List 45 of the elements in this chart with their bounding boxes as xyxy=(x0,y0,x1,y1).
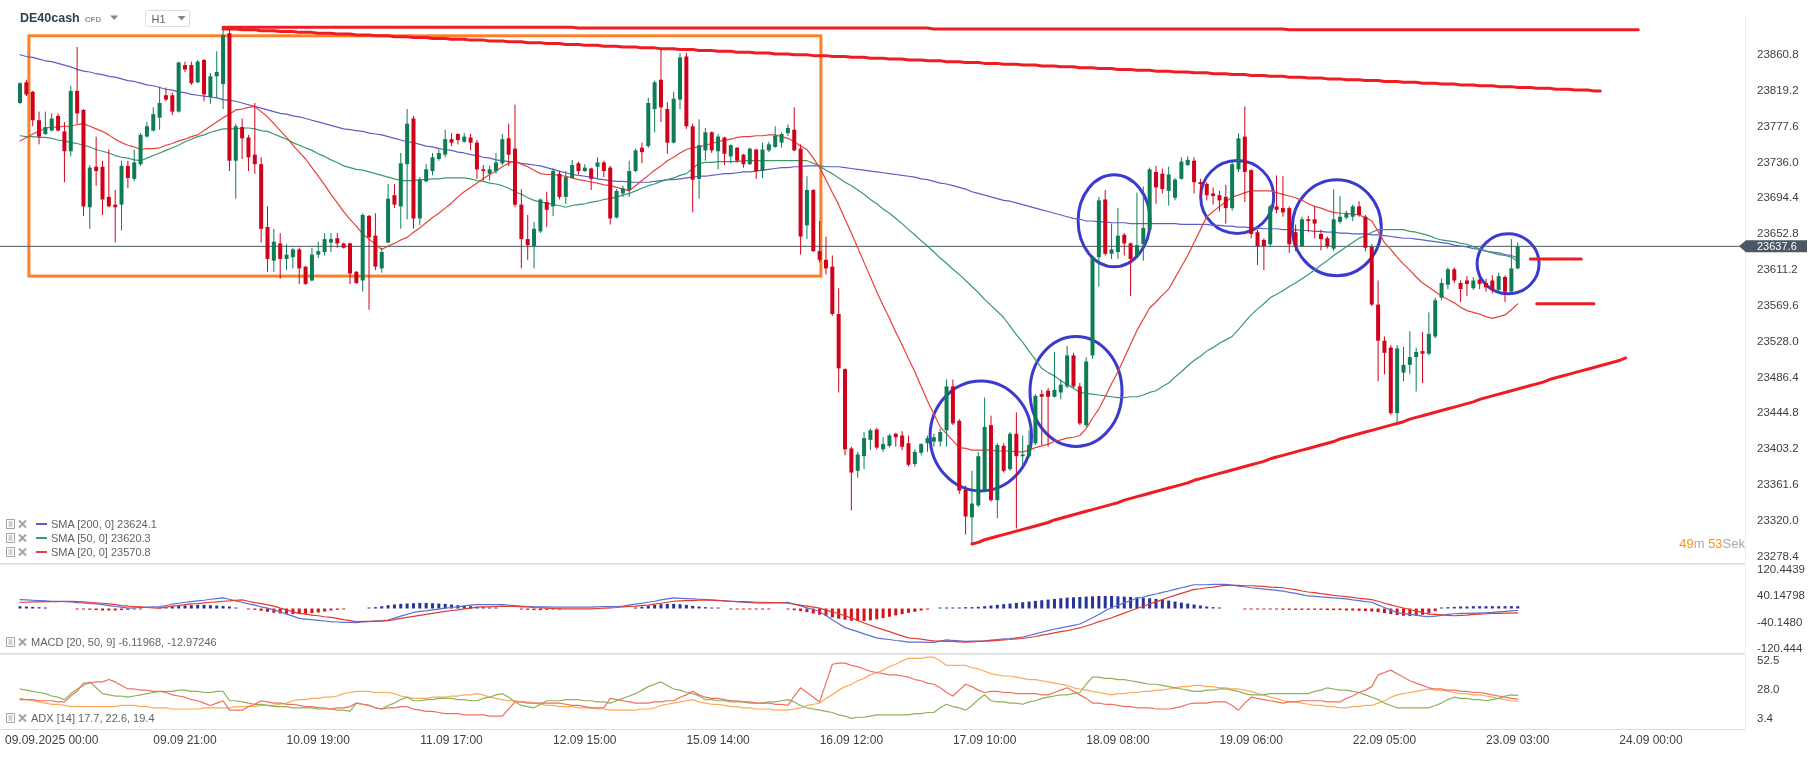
y-tick-label: 23528.0 xyxy=(1757,334,1799,347)
y-tick-label: 120.4439 xyxy=(1757,562,1805,575)
legend-label: SMA [200, 0] 23624.1 xyxy=(51,518,157,530)
y-tick-label: 23486.4 xyxy=(1757,370,1800,383)
y-tick-label: 23777.6 xyxy=(1757,119,1799,132)
x-tick-label: 09.09.2025 00:00 xyxy=(5,733,99,747)
y-tick-label: 23819.2 xyxy=(1757,83,1799,96)
legend-label: SMA [20, 0] 23570.8 xyxy=(51,546,151,558)
y-tick-label: 23444.8 xyxy=(1757,406,1799,419)
y-tick-label: 23278.4 xyxy=(1757,549,1800,562)
x-tick-label: 19.09 06:00 xyxy=(1219,733,1284,747)
y-tick-label: 40.14798 xyxy=(1757,589,1805,602)
legend-title: ADX [14] 17.7, 22.6, 19.4 xyxy=(31,712,155,724)
y-tick-label: -40.1480 xyxy=(1757,615,1803,628)
x-tick-label: 12.09 15:00 xyxy=(553,733,617,747)
y-tick-label: 28.0 xyxy=(1757,682,1780,695)
y-tick-label: 23736.0 xyxy=(1757,155,1799,168)
x-tick-label: 24.09 00:00 xyxy=(1619,733,1684,747)
ref-line-label: 23637.6 xyxy=(1757,240,1797,253)
y-tick-label: 23860.8 xyxy=(1757,48,1799,61)
y-tick-label: 23361.6 xyxy=(1757,478,1799,491)
x-tick-label: 09.09 21:00 xyxy=(153,733,218,747)
y-tick-label: -120.444 xyxy=(1757,642,1803,655)
y-tick-label: 52.5 xyxy=(1757,654,1780,667)
x-tick-label: 23.09 03:00 xyxy=(1486,733,1550,747)
chart-title: DE40cash xyxy=(20,11,80,25)
y-tick-label: 23569.6 xyxy=(1757,298,1799,311)
x-tick-label: 18.09 08:00 xyxy=(1086,733,1150,747)
annotation: H1 xyxy=(151,12,166,25)
y-tick-label: 23611.2 xyxy=(1757,263,1798,276)
legend-title: MACD [20, 50, 9] -6.11968, -12.97246 xyxy=(31,636,217,648)
y-tick-label: 23652.8 xyxy=(1757,227,1799,240)
x-tick-label: 11.09 17:00 xyxy=(420,733,484,747)
text: 49m 53Sek xyxy=(1679,535,1746,551)
x-tick-label: 22.09 05:00 xyxy=(1352,733,1417,747)
x-tick-label: 17.09 10:00 xyxy=(952,733,1017,747)
x-tick-label: 10.09 19:00 xyxy=(286,733,351,747)
y-tick-label: 3.4 xyxy=(1757,711,1774,724)
chart-subtitle: CFD xyxy=(84,14,102,24)
legend-label: SMA [50, 0] 23620.3 xyxy=(51,532,151,544)
y-tick-label: 23403.2 xyxy=(1757,442,1799,455)
y-tick-label: 23694.4 xyxy=(1757,191,1800,204)
x-tick-label: 16.09 12:00 xyxy=(819,733,884,747)
x-tick-label: 15.09 14:00 xyxy=(686,733,751,747)
y-tick-label: 23320.0 xyxy=(1757,513,1799,526)
